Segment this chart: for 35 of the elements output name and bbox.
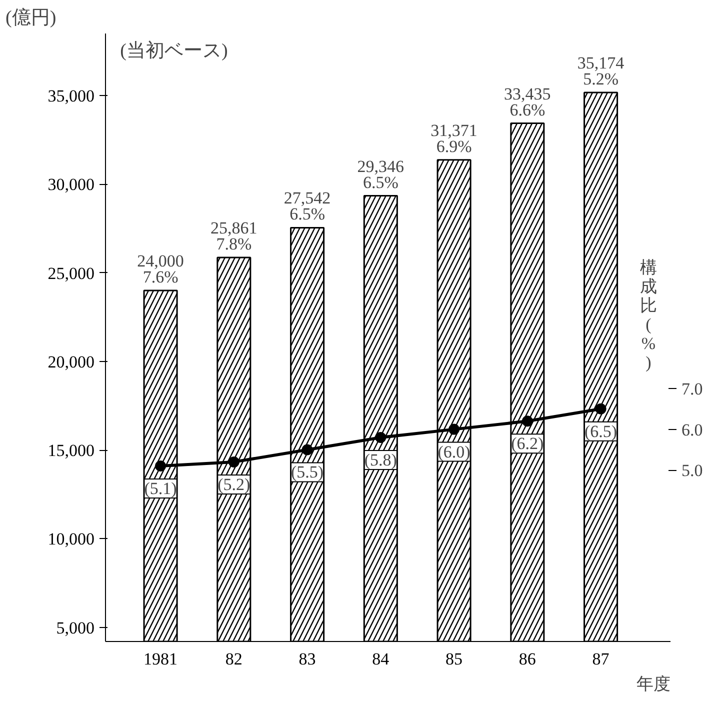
- y-tick-label: 15,000: [48, 441, 94, 460]
- point: [302, 444, 313, 456]
- y-tick-label: 10,000: [48, 530, 94, 549]
- point: [155, 460, 166, 472]
- point: [595, 403, 606, 414]
- point: [228, 456, 240, 468]
- chart-subtitle: (当初ベース): [120, 40, 228, 62]
- x-tick-label: 87: [592, 650, 610, 668]
- data-label: (5.1): [144, 479, 177, 498]
- y2-tick-label: 7.0: [682, 380, 703, 399]
- y-tick-label: 20,000: [48, 352, 94, 372]
- y-tick-label: 25,000: [48, 264, 94, 283]
- data-label: (6.2): [511, 434, 544, 454]
- y-tick-label: 5,000: [56, 618, 94, 638]
- y2-tick-label: 6.0: [682, 420, 703, 440]
- x-tick-label: 83: [298, 650, 316, 668]
- data-label: (5.5): [291, 462, 324, 482]
- x-axis-title: 年度: [636, 674, 670, 694]
- x-tick-label: 1981: [144, 650, 178, 668]
- x-tick-label: 86: [518, 650, 536, 668]
- x-tick-label: 84: [372, 650, 390, 668]
- y-tick-label: 30,000: [48, 175, 94, 194]
- x-tick-label: 82: [225, 650, 242, 668]
- point: [522, 416, 533, 427]
- y2-tick-label: 5.0: [682, 461, 703, 480]
- point: [448, 424, 460, 435]
- y2-axis-title: 構成比(%): [640, 258, 657, 372]
- data-label: (6.5): [584, 422, 618, 441]
- data-label: (6.0): [438, 442, 470, 462]
- data-label: (5.2): [218, 474, 250, 494]
- y-axis-title: (億円): [6, 8, 56, 28]
- point: [375, 432, 386, 443]
- y-tick-label: 35,000: [48, 86, 94, 106]
- x-tick-label: 85: [446, 650, 463, 668]
- data-label: (5.8): [364, 450, 397, 470]
